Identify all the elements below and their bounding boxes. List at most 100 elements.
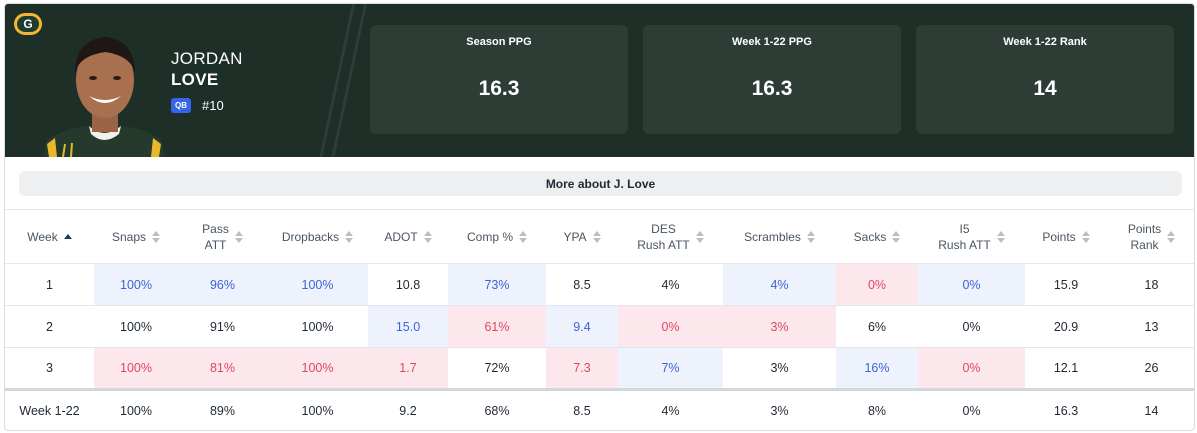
table-cell: 0% [618, 305, 723, 348]
col-week-header[interactable]: Week [5, 210, 94, 264]
table-cell: 1.7 [368, 347, 448, 390]
col-scrambles-header[interactable]: Scrambles [723, 210, 836, 264]
player-card: G JORDAN LOVE QB #10 Season PPG 16.3 Wee… [4, 3, 1195, 431]
table-cell: 81% [178, 347, 267, 390]
table-cell: 3 [46, 361, 53, 375]
stat-label: Week 1-22 Rank [1003, 36, 1087, 48]
table-cell: 0% [918, 347, 1025, 390]
table-cell: 4% [661, 404, 680, 419]
table-cell: 0% [918, 263, 1025, 306]
player-first-name: JORDAN [171, 49, 243, 68]
stat-label: Week 1-22 PPG [732, 36, 812, 48]
table-cell: 10.8 [395, 277, 421, 292]
weekly-stats-table: Week Snaps Pass ATT Dropbacks ADOT Comp %… [5, 209, 1194, 431]
table-cell: 100% [301, 404, 334, 419]
table-cell: 3% [770, 361, 789, 375]
table-cell: 16% [836, 347, 918, 390]
table-cell: 8% [867, 404, 887, 419]
table-cell: 9.4 [546, 305, 618, 348]
table-cell: 100% [120, 319, 152, 334]
col-sacks-header[interactable]: Sacks [836, 210, 918, 264]
col-des-rush-att-header[interactable]: DES Rush ATT [618, 210, 723, 264]
table-cell: 0% [962, 404, 981, 419]
table-cell: 72% [484, 361, 510, 375]
sort-icon[interactable] [996, 230, 1005, 243]
table-cell: 1 [46, 277, 53, 292]
table-cell: 73% [448, 263, 546, 306]
table-cell: 91% [209, 319, 236, 334]
sort-icon[interactable] [152, 230, 161, 243]
table-cell: 89% [209, 404, 236, 419]
stat-week-ppg: Week 1-22 PPG 16.3 [643, 25, 901, 134]
table-cell: 4% [723, 263, 836, 306]
table-cell: 14 [1144, 404, 1159, 419]
col-pass-att-header[interactable]: Pass ATT [178, 210, 267, 264]
stat-value: 16.3 [751, 77, 793, 100]
sort-icon[interactable] [423, 230, 432, 243]
table-cell: 12.1 [1053, 361, 1079, 375]
table-row: 1 100% 96% 100% 10.8 73% 8.5 4% 4% 0% 0%… [5, 263, 1194, 306]
table-cell: 3% [770, 404, 789, 419]
col-adot-header[interactable]: ADOT [368, 210, 448, 264]
col-points-header[interactable]: Points [1025, 210, 1107, 264]
sort-icon[interactable] [695, 230, 704, 243]
table-cell: 0% [962, 319, 981, 334]
player-last-name: LOVE [171, 70, 219, 89]
table-cell: 15.9 [1053, 277, 1079, 292]
more-about-player-button[interactable]: More about J. Love [19, 171, 1182, 196]
sort-asc-icon[interactable] [63, 231, 72, 243]
table-row: 2 100% 91% 100% 15.0 61% 9.4 0% 3% 6% 0%… [5, 305, 1194, 348]
col-snaps-header[interactable]: Snaps [94, 210, 178, 264]
sort-icon[interactable] [1167, 230, 1176, 243]
table-cell: 100% [267, 263, 368, 306]
table-cell: 9.2 [399, 404, 417, 419]
player-photo [43, 37, 165, 157]
stat-season-ppg: Season PPG 16.3 [370, 25, 628, 134]
table-cell: Week 1-22 [19, 404, 80, 419]
table-cell: 13 [1144, 319, 1159, 334]
sort-icon[interactable] [892, 230, 901, 243]
table-cell: 16.3 [1053, 404, 1079, 419]
col-comp-pct-header[interactable]: Comp % [448, 210, 546, 264]
table-cell: 8.5 [573, 404, 591, 419]
stat-label: Season PPG [466, 36, 532, 48]
table-cell: 18 [1144, 277, 1159, 292]
table-cell: 100% [94, 263, 178, 306]
team-logo: G [14, 13, 42, 35]
col-dropbacks-header[interactable]: Dropbacks [267, 210, 368, 264]
sort-icon[interactable] [234, 230, 243, 243]
sort-icon[interactable] [345, 230, 354, 243]
table-cell: 7.3 [546, 347, 618, 390]
table-cell: 100% [94, 347, 178, 390]
table-cell: 6% [867, 319, 887, 334]
stat-value: 16.3 [478, 77, 520, 100]
jersey-number: #10 [202, 98, 224, 113]
table-cell: 61% [448, 305, 546, 348]
table-row: 3 100% 81% 100% 1.7 72% 7.3 7% 3% 16% 0%… [5, 347, 1194, 390]
table-cell: 100% [120, 404, 152, 419]
sort-icon[interactable] [592, 230, 601, 243]
col-points-rank-header[interactable]: Points Rank [1107, 210, 1194, 264]
table-cell: 26 [1144, 361, 1159, 375]
table-cell: 68% [484, 404, 510, 419]
position-badge: QB [171, 98, 191, 113]
table-cell: 4% [661, 277, 680, 292]
sort-icon[interactable] [1081, 230, 1090, 243]
table-header-row: Week Snaps Pass ATT Dropbacks ADOT Comp %… [5, 209, 1194, 264]
table-cell: 100% [301, 319, 334, 334]
table-total-row: Week 1-22 100% 89% 100% 9.2 68% 8.5 4% 3… [5, 389, 1194, 431]
table-cell: 7% [618, 347, 723, 390]
table-cell: 20.9 [1053, 319, 1079, 334]
stat-week-rank: Week 1-22 Rank 14 [916, 25, 1174, 134]
table-cell: 96% [178, 263, 267, 306]
sort-icon[interactable] [806, 230, 815, 243]
table-cell: 2 [46, 319, 53, 334]
table-cell: 0% [836, 263, 918, 306]
sort-icon[interactable] [519, 230, 527, 243]
table-cell: 3% [723, 305, 836, 348]
player-header: G JORDAN LOVE QB #10 Season PPG 16.3 Wee… [5, 4, 1194, 157]
table-cell: 15.0 [368, 305, 448, 348]
col-i5-rush-att-header[interactable]: I5 Rush ATT [918, 210, 1025, 264]
col-ypa-header[interactable]: YPA [546, 210, 618, 264]
table-cell: 8.5 [573, 277, 591, 292]
